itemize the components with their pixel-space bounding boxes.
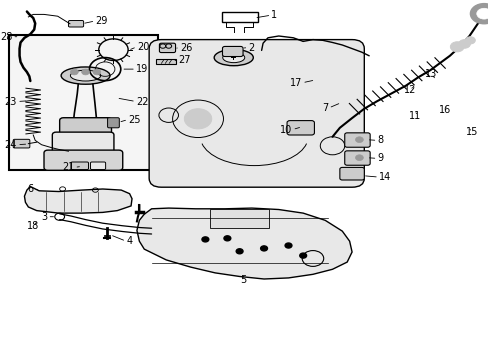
Text: 13: 13 (424, 69, 437, 79)
Text: 14: 14 (378, 172, 390, 182)
Circle shape (299, 253, 306, 258)
Text: 10: 10 (280, 125, 292, 135)
Text: 5: 5 (240, 275, 246, 285)
FancyBboxPatch shape (9, 35, 158, 170)
FancyBboxPatch shape (222, 12, 257, 22)
Text: 21: 21 (62, 162, 74, 172)
Text: 26: 26 (180, 42, 192, 53)
Text: 1: 1 (271, 10, 277, 20)
FancyBboxPatch shape (149, 40, 364, 187)
Text: 20: 20 (137, 42, 149, 52)
FancyBboxPatch shape (60, 118, 111, 140)
Circle shape (236, 249, 243, 254)
FancyBboxPatch shape (339, 167, 364, 180)
Text: 6: 6 (27, 184, 33, 194)
Polygon shape (24, 186, 132, 213)
Ellipse shape (222, 53, 244, 63)
FancyBboxPatch shape (52, 132, 114, 158)
Text: 12: 12 (403, 85, 415, 95)
Text: 9: 9 (377, 153, 383, 163)
Circle shape (458, 40, 469, 48)
Text: 15: 15 (465, 127, 477, 138)
Circle shape (184, 109, 211, 129)
Ellipse shape (70, 70, 101, 81)
Circle shape (355, 137, 363, 143)
FancyBboxPatch shape (344, 133, 369, 147)
Text: 23: 23 (5, 96, 17, 107)
FancyBboxPatch shape (210, 209, 268, 228)
Text: 24: 24 (5, 140, 17, 150)
Text: 2: 2 (248, 42, 254, 53)
Text: 19: 19 (136, 64, 148, 74)
Text: 4: 4 (126, 236, 132, 246)
Circle shape (476, 8, 488, 19)
FancyBboxPatch shape (156, 59, 175, 64)
FancyBboxPatch shape (159, 43, 175, 53)
Text: 28: 28 (0, 32, 12, 42)
FancyBboxPatch shape (222, 46, 243, 57)
FancyBboxPatch shape (68, 21, 83, 27)
Circle shape (449, 42, 463, 52)
Circle shape (81, 69, 89, 75)
FancyBboxPatch shape (286, 121, 314, 135)
Circle shape (202, 237, 208, 242)
Text: 16: 16 (438, 105, 450, 115)
Text: 7: 7 (322, 103, 328, 113)
Circle shape (469, 4, 488, 24)
Text: 27: 27 (178, 55, 191, 66)
FancyBboxPatch shape (107, 118, 119, 128)
Circle shape (260, 246, 267, 251)
FancyBboxPatch shape (90, 162, 105, 170)
Text: 8: 8 (377, 135, 383, 145)
FancyBboxPatch shape (344, 151, 369, 165)
Ellipse shape (61, 67, 110, 84)
Text: 25: 25 (128, 114, 141, 125)
Circle shape (355, 155, 363, 161)
Ellipse shape (214, 49, 253, 66)
FancyBboxPatch shape (71, 162, 88, 170)
Text: 17: 17 (289, 78, 302, 88)
Text: 29: 29 (95, 16, 107, 26)
Text: 18: 18 (27, 221, 40, 231)
Circle shape (224, 236, 230, 241)
Text: 22: 22 (136, 96, 148, 107)
Text: 11: 11 (407, 111, 420, 121)
Text: 3: 3 (41, 212, 47, 222)
FancyBboxPatch shape (13, 139, 30, 148)
Circle shape (93, 69, 101, 75)
Circle shape (70, 69, 78, 75)
Polygon shape (137, 208, 351, 279)
Circle shape (465, 37, 474, 44)
Circle shape (285, 243, 291, 248)
FancyBboxPatch shape (44, 150, 122, 170)
